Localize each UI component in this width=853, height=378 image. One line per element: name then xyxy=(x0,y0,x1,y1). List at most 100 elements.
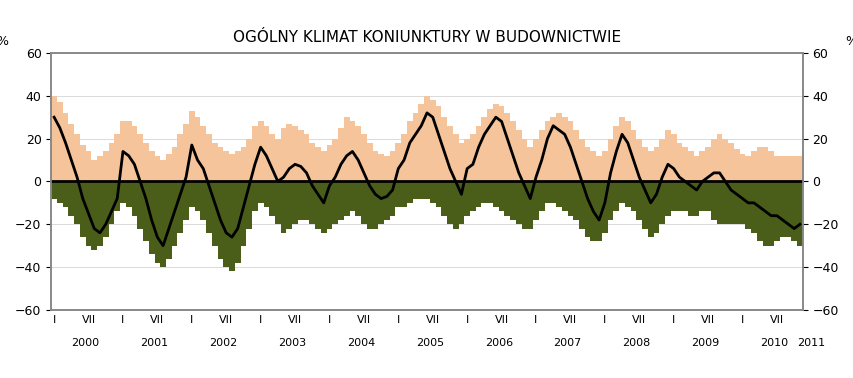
Bar xyxy=(189,181,194,207)
Bar xyxy=(779,181,785,237)
Text: 2007: 2007 xyxy=(553,338,581,348)
Bar xyxy=(80,145,85,181)
Text: 2002: 2002 xyxy=(209,338,237,348)
Bar xyxy=(458,181,464,224)
Bar xyxy=(607,181,612,220)
Bar xyxy=(292,126,298,181)
Bar xyxy=(653,147,659,181)
Bar xyxy=(378,153,384,181)
Bar xyxy=(745,181,751,229)
Bar xyxy=(481,181,487,203)
Bar xyxy=(189,111,194,181)
Bar xyxy=(487,181,492,203)
Bar xyxy=(429,100,435,181)
Text: 2003: 2003 xyxy=(278,338,306,348)
Bar xyxy=(538,181,544,211)
Bar xyxy=(739,153,745,181)
Bar xyxy=(223,152,229,181)
Bar xyxy=(682,147,688,181)
Bar xyxy=(57,181,62,203)
Bar xyxy=(641,181,647,229)
Bar xyxy=(447,181,452,224)
Bar xyxy=(607,139,612,181)
Bar xyxy=(160,160,165,181)
Bar xyxy=(635,139,641,181)
Bar xyxy=(688,181,693,216)
Bar xyxy=(269,181,275,216)
Bar xyxy=(475,126,481,181)
Bar xyxy=(492,104,498,181)
Bar xyxy=(705,181,711,211)
Text: 2010: 2010 xyxy=(759,338,787,348)
Bar xyxy=(538,130,544,181)
Bar xyxy=(218,147,223,181)
Bar xyxy=(424,181,429,198)
Bar xyxy=(304,134,309,181)
Bar xyxy=(286,124,292,181)
Bar xyxy=(97,156,102,181)
Bar xyxy=(142,143,148,181)
Bar xyxy=(464,139,469,181)
Bar xyxy=(246,139,252,181)
Bar xyxy=(298,181,304,220)
Bar xyxy=(584,147,589,181)
Bar xyxy=(509,121,515,181)
Bar xyxy=(515,181,521,224)
Bar xyxy=(212,181,218,246)
Bar xyxy=(171,181,177,246)
Text: 2000: 2000 xyxy=(72,338,100,348)
Bar xyxy=(601,181,607,233)
Bar xyxy=(125,121,131,181)
Bar xyxy=(699,152,705,181)
Bar xyxy=(521,181,527,229)
Bar xyxy=(108,181,114,224)
Bar xyxy=(406,181,412,203)
Text: 2001: 2001 xyxy=(140,338,168,348)
Bar xyxy=(612,126,618,181)
Bar xyxy=(418,181,424,198)
Bar xyxy=(281,128,286,181)
Bar xyxy=(206,181,212,233)
Bar xyxy=(635,181,641,220)
Bar xyxy=(160,181,165,267)
Bar xyxy=(80,181,85,237)
Bar xyxy=(699,181,705,211)
Bar xyxy=(258,181,264,203)
Bar xyxy=(601,152,607,181)
Bar xyxy=(475,181,481,207)
Bar xyxy=(171,147,177,181)
Text: 2005: 2005 xyxy=(415,338,444,348)
Bar xyxy=(641,147,647,181)
Text: 2004: 2004 xyxy=(346,338,374,348)
Bar xyxy=(406,121,412,181)
Bar xyxy=(229,181,235,271)
Bar xyxy=(91,181,97,250)
Bar xyxy=(68,181,74,216)
Text: %: % xyxy=(844,35,853,48)
Bar xyxy=(549,117,555,181)
Bar xyxy=(653,181,659,233)
Bar xyxy=(338,128,344,181)
Bar xyxy=(739,181,745,224)
Bar xyxy=(418,104,424,181)
Bar xyxy=(252,181,258,211)
Bar xyxy=(125,181,131,207)
Bar xyxy=(779,156,785,181)
Bar xyxy=(682,181,688,211)
Bar xyxy=(389,152,395,181)
Bar xyxy=(768,181,773,246)
Bar xyxy=(515,130,521,181)
Bar xyxy=(264,181,269,207)
Bar xyxy=(441,117,447,181)
Bar xyxy=(183,181,189,220)
Bar xyxy=(315,181,321,229)
Bar xyxy=(584,181,589,237)
Bar xyxy=(624,121,630,181)
Bar xyxy=(326,145,332,181)
Bar xyxy=(395,143,401,181)
Bar xyxy=(395,181,401,207)
Bar xyxy=(264,126,269,181)
Bar xyxy=(286,181,292,229)
Bar xyxy=(148,152,154,181)
Bar xyxy=(773,181,779,242)
